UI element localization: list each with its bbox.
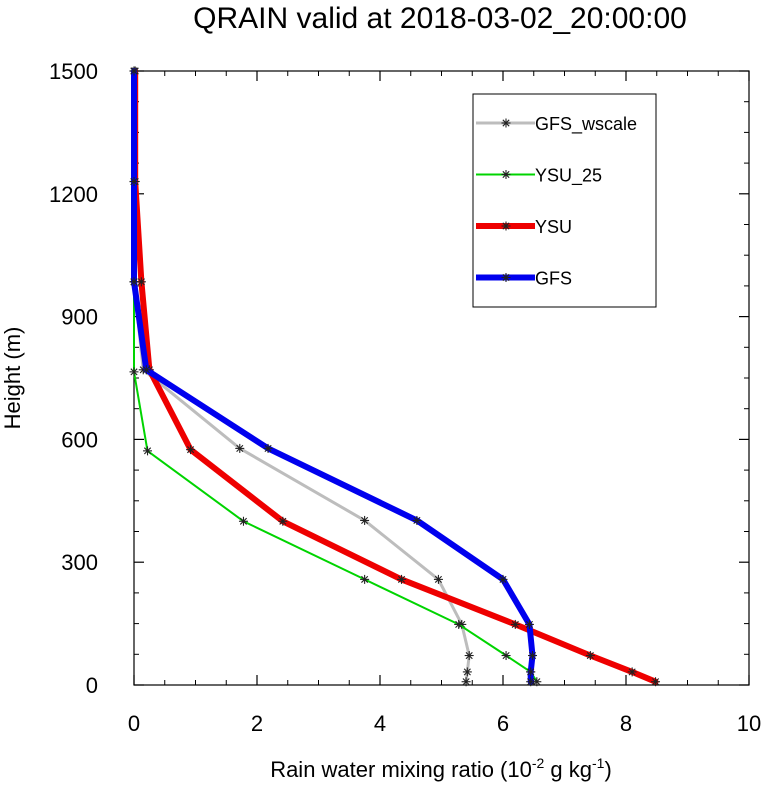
- legend-item-gfs: GFS: [476, 269, 572, 289]
- data-point-gfs: [141, 365, 151, 375]
- data-point-ysu-25: [143, 446, 153, 456]
- x-axis-label-exponent-1: -2: [532, 755, 545, 771]
- legend-item-ysu: YSU: [476, 217, 572, 237]
- data-point-gfs: [498, 574, 508, 584]
- x-tick-label: 8: [620, 711, 632, 736]
- data-point-gfs-wscale: [462, 667, 472, 677]
- legend-label-ysu: YSU: [535, 217, 572, 237]
- data-point-gfs: [526, 667, 536, 677]
- x-tick-label: 0: [128, 711, 140, 736]
- x-axis-label-middle: g kg: [544, 757, 592, 782]
- data-point-gfs: [129, 177, 139, 187]
- data-point-gfs-wscale: [360, 515, 370, 525]
- y-tick-label: 300: [61, 550, 98, 575]
- y-tick-label: 1500: [49, 59, 98, 84]
- x-tick-label: 10: [737, 711, 761, 736]
- chart-title: QRAIN valid at 2018-03-02_20:00:00: [193, 2, 687, 35]
- data-point-gfs: [263, 443, 273, 453]
- legend-label-gfs-wscale: GFS_wscale: [535, 114, 637, 135]
- data-point-ysu-25: [238, 516, 248, 526]
- data-point-ysu: [186, 445, 196, 455]
- legend-marker-gfs-wscale: [501, 118, 511, 128]
- data-point-ysu-25: [454, 619, 464, 629]
- y-tick-label: 600: [61, 427, 98, 452]
- series-gfs-wscale: [129, 66, 474, 687]
- x-tick-label: 6: [497, 711, 509, 736]
- legend-label-gfs: GFS: [535, 269, 572, 289]
- x-tick-label: 4: [374, 711, 386, 736]
- legend-marker-gfs: [501, 273, 511, 282]
- y-tick-label: 0: [86, 673, 98, 698]
- x-axis-label-exponent-2: -1: [592, 755, 605, 771]
- data-point-ysu: [585, 651, 595, 661]
- data-point-gfs: [528, 651, 538, 661]
- data-point-gfs: [129, 66, 139, 76]
- data-point-ysu-25: [129, 367, 139, 377]
- y-tick-label: 900: [61, 305, 98, 330]
- legend: GFS_wscale YSU_25 YSU GFS: [472, 93, 657, 308]
- data-point-gfs-wscale: [433, 574, 443, 584]
- data-point-ysu: [397, 574, 407, 584]
- data-point-ysu-25: [360, 574, 370, 584]
- legend-marker-ysu: [501, 221, 511, 231]
- data-point-gfs: [129, 277, 139, 287]
- y-axis-label: Height (m): [0, 327, 25, 430]
- data-point-gfs-wscale: [235, 443, 245, 453]
- axis-ticks: 0 2 4 6 8 10 0 300 600 900 1200 1500: [49, 59, 761, 736]
- data-point-ysu: [627, 667, 637, 677]
- data-point-gfs-wscale: [464, 651, 474, 661]
- legend-item-ysu-25: YSU_25: [476, 166, 602, 187]
- data-point-gfs-wscale: [461, 677, 471, 687]
- legend-marker-ysu-25: [501, 170, 511, 179]
- legend-box: [472, 93, 657, 308]
- data-point-gfs: [526, 677, 536, 687]
- data-series: [129, 66, 661, 687]
- data-point-gfs: [524, 619, 534, 629]
- legend-label-ysu-25: YSU_25: [535, 166, 602, 187]
- data-point-gfs: [412, 515, 422, 525]
- data-point-ysu-25: [532, 677, 542, 687]
- x-tick-label: 2: [251, 711, 263, 736]
- data-point-ysu: [278, 516, 288, 526]
- data-point-ysu-25: [501, 651, 511, 661]
- x-axis-label-suffix: ): [604, 757, 611, 782]
- series-line-gfs-wscale: [132, 69, 471, 684]
- data-point-ysu: [651, 677, 661, 687]
- series-gfs: [129, 66, 538, 687]
- y-tick-label: 1200: [49, 182, 98, 207]
- data-point-ysu: [510, 619, 520, 629]
- x-axis-label-prefix: Rain water mixing ratio (10: [270, 757, 532, 782]
- x-axis-label: Rain water mixing ratio (10-2 g kg-1): [270, 755, 612, 782]
- legend-item-gfs-wscale: GFS_wscale: [476, 114, 637, 135]
